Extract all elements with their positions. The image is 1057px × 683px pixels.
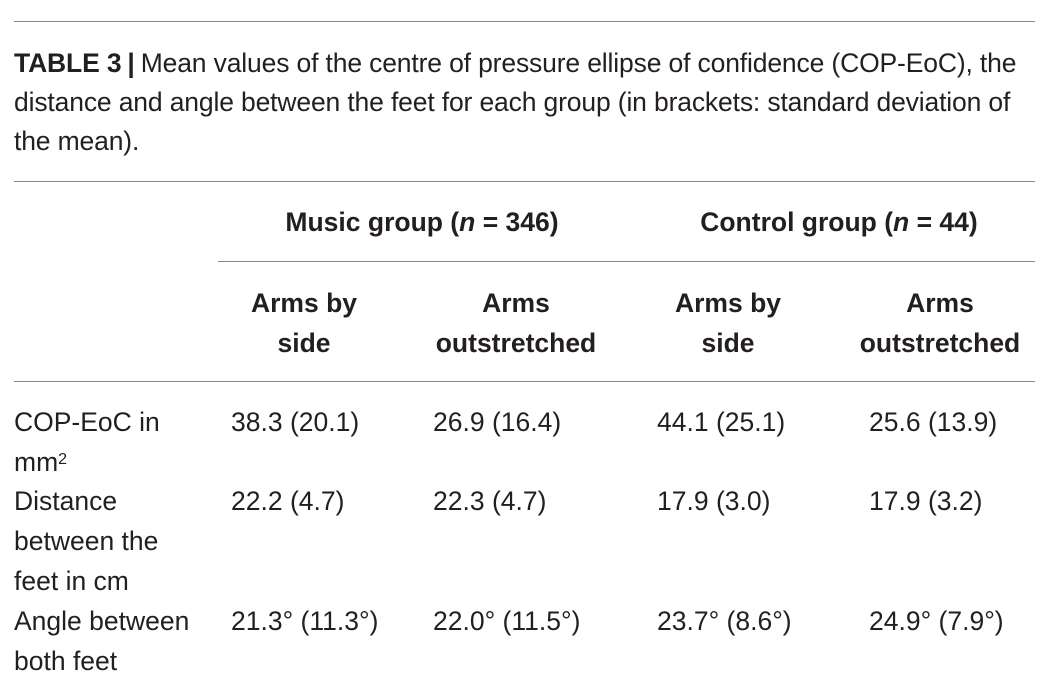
music-group-prefix: Music group ( xyxy=(285,207,460,237)
table-cell: 22.0° (11.5°) xyxy=(433,606,581,636)
row-label-line: between the xyxy=(14,526,159,556)
caption-text: Mean values of the centre of pressure el… xyxy=(14,48,1017,156)
table-caption: TABLE 3 | Mean values of the centre of pre… xyxy=(14,44,1024,161)
subheader-line: Arms by xyxy=(250,288,358,318)
row-label-line: feet in cm xyxy=(14,566,129,596)
row-label-line: Angle between xyxy=(14,606,190,636)
table-cell: 21.3° (11.3°) xyxy=(231,606,379,636)
table-cell: 22.2 (4.7) xyxy=(231,486,345,516)
subheader-music-arms-by-side: Arms by side xyxy=(218,283,390,363)
caption-bottom-rule xyxy=(14,181,1035,182)
row-label-line: both feet xyxy=(14,646,118,676)
control-group-prefix: Control group ( xyxy=(700,207,894,237)
caption-separator: | xyxy=(127,48,135,78)
subheader-music-arms-outstretched: Arms outstretched xyxy=(418,283,614,363)
table-cell: 23.7° (8.6°) xyxy=(657,606,792,636)
subheader-control-arms-outstretched: Arms outstretched xyxy=(842,283,1038,363)
control-group-n-symbol: n xyxy=(893,207,910,237)
control-group-header: Control group (n = 44) xyxy=(634,203,1044,242)
row-label-cop-eoc: COP-EoC in mm2 xyxy=(14,402,214,482)
table-cell: 17.9 (3.2) xyxy=(869,486,983,516)
subheader-line: outstretched xyxy=(435,328,597,358)
table-cell: 17.9 (3.0) xyxy=(657,486,771,516)
table-cell: 44.1 (25.1) xyxy=(657,407,786,437)
table-cell: 22.3 (4.7) xyxy=(433,486,547,516)
subheader-line: outstretched xyxy=(859,328,1021,358)
control-group-suffix: = 44) xyxy=(909,207,978,237)
subheader-line: Arms by xyxy=(674,288,782,318)
table-cell: 26.9 (16.4) xyxy=(433,407,562,437)
group-header-rule xyxy=(218,261,1035,262)
row-label-superscript: 2 xyxy=(58,451,68,468)
subheader-line: Arms xyxy=(906,288,974,318)
table-cell: 24.9° (7.9°) xyxy=(869,606,1004,636)
row-label-line: Distance xyxy=(14,486,118,516)
music-group-header: Music group (n = 346) xyxy=(218,203,626,242)
row-label-line: COP-EoC in xyxy=(14,407,160,437)
row-label-unit: mm xyxy=(14,447,59,477)
subheader-control-arms-by-side: Arms by side xyxy=(642,283,814,363)
subheader-line: Arms xyxy=(482,288,550,318)
music-group-suffix: = 346) xyxy=(475,207,559,237)
table-cell: 25.6 (13.9) xyxy=(869,407,998,437)
header-bottom-rule xyxy=(14,381,1035,382)
row-label-line: mm2 xyxy=(14,442,214,482)
subheader-line: side xyxy=(701,328,755,358)
table-cell: 38.3 (20.1) xyxy=(231,407,360,437)
row-label-angle: Angle between both feet xyxy=(14,601,214,681)
row-label-distance: Distance between the feet in cm xyxy=(14,481,214,601)
table-label: TABLE 3 xyxy=(14,48,122,78)
music-group-n-symbol: n xyxy=(459,207,476,237)
subheader-line: side xyxy=(277,328,331,358)
table-top-rule xyxy=(14,21,1035,22)
